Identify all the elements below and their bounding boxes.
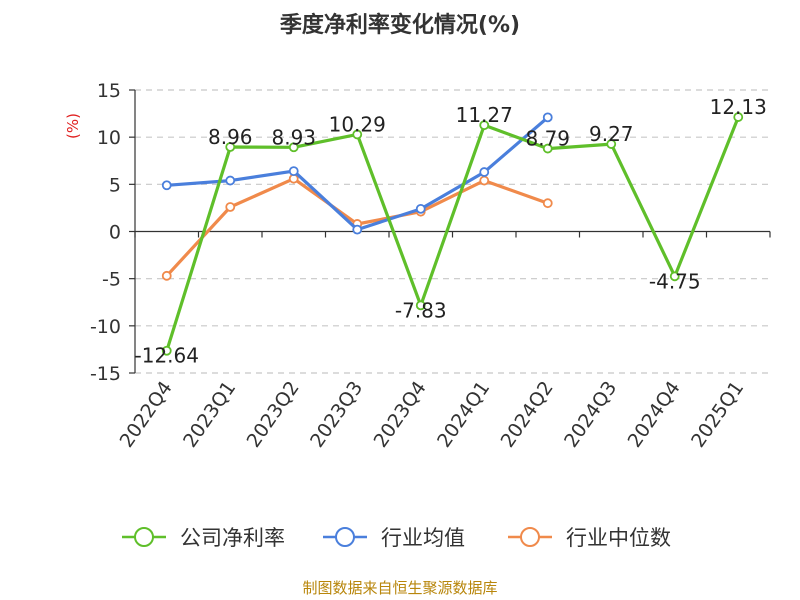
data-label: 8.96: [208, 125, 253, 149]
data-point: [288, 142, 299, 153]
y-tick-label: 0: [109, 222, 121, 244]
chart-title: 季度净利率变化情况(%): [280, 12, 520, 38]
legend-item[interactable]: 行业中位数: [508, 526, 671, 550]
data-label: 11.27: [456, 103, 513, 127]
data-point: [479, 167, 490, 177]
data-point: [542, 112, 553, 123]
data-point: [479, 175, 490, 186]
series: [161, 112, 744, 356]
grid: [135, 89, 770, 374]
x-tick-label: 2024Q1: [433, 377, 494, 451]
data-point: [415, 203, 426, 214]
y-tick-label: -5: [102, 269, 121, 291]
data-point: [606, 139, 617, 149]
legend-marker: [520, 527, 540, 547]
data-label: 9.27: [589, 122, 634, 146]
data-point: [288, 166, 299, 177]
x-tick-label: 2024Q2: [497, 377, 558, 451]
data-point: [669, 271, 680, 282]
y-tick-label: -15: [90, 363, 121, 385]
legend-item[interactable]: 公司净利率: [122, 526, 285, 550]
data-label: 8.93: [271, 125, 316, 149]
data-point: [415, 300, 426, 311]
data-label: -7.83: [395, 298, 447, 322]
series-0: [161, 112, 744, 356]
legend-item[interactable]: 行业均值: [323, 526, 465, 550]
data-point: [161, 345, 172, 356]
x-tick-label: 2022Q4: [116, 377, 177, 451]
data-label: 8.79: [525, 127, 570, 151]
y-tick-label: 15: [97, 80, 121, 102]
data-point: [352, 129, 363, 140]
data-label: -12.64: [135, 344, 199, 368]
y-axis-label: (%): [64, 113, 82, 139]
data-point: [542, 198, 553, 209]
data-point: [479, 120, 490, 131]
data-labels: -12.64 8.96 8.93 10.29 -7.83 11.27 8.79 9.27 -4.…: [135, 95, 767, 368]
x-tick-label: 2023Q2: [243, 377, 304, 451]
data-point: [225, 142, 236, 152]
x-tick-label: 2023Q1: [179, 377, 240, 451]
source-note: 制图数据来自恒生聚源数据库: [302, 579, 497, 597]
y-tick-label: 10: [97, 127, 121, 149]
x-tick-label: 2023Q3: [306, 377, 367, 451]
y-tick-label: -10: [90, 316, 121, 338]
legend-label: 行业均值: [381, 526, 465, 550]
legend[interactable]: 公司净利率 行业均值 行业中位数: [122, 526, 671, 550]
data-point: [733, 112, 744, 122]
x-tick-label: 2023Q4: [370, 377, 431, 451]
series-line: [165, 116, 740, 352]
x-tick-label: 2024Q3: [560, 377, 621, 451]
series-1: [161, 112, 553, 235]
data-point: [225, 202, 236, 212]
data-label: -4.75: [649, 269, 701, 293]
data-point: [161, 180, 172, 191]
data-point: [542, 143, 553, 154]
x-tick-label: 2024Q4: [624, 377, 685, 451]
legend-marker: [134, 527, 154, 547]
data-label: 12.13: [710, 95, 767, 119]
data-point: [225, 175, 236, 186]
data-point: [352, 224, 363, 235]
legend-label: 公司净利率: [180, 526, 285, 550]
legend-marker: [335, 527, 355, 547]
x-tick-label: 2025Q1: [687, 377, 748, 451]
data-point: [161, 270, 172, 281]
y-tick-label: 5: [109, 174, 121, 196]
legend-label: 行业中位数: [566, 526, 671, 550]
data-label: 10.29: [329, 112, 386, 136]
